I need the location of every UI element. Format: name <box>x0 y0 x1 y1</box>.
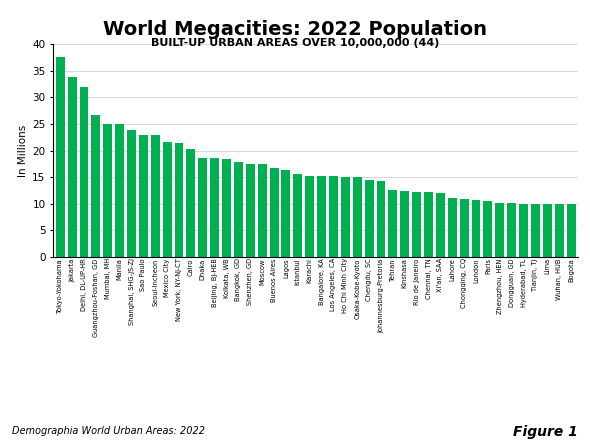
Bar <box>115 124 124 257</box>
Bar <box>400 191 409 257</box>
Bar <box>531 204 540 257</box>
Bar <box>341 177 350 257</box>
Bar <box>305 176 314 257</box>
Text: Demographia World Urban Areas: 2022: Demographia World Urban Areas: 2022 <box>12 426 205 436</box>
Text: Figure 1: Figure 1 <box>513 424 578 439</box>
Bar <box>103 124 112 257</box>
Bar <box>163 142 172 257</box>
Bar <box>566 204 575 257</box>
Bar <box>329 176 338 257</box>
Bar <box>460 199 468 257</box>
Bar <box>127 130 136 257</box>
Bar <box>68 77 77 257</box>
Bar <box>376 182 385 257</box>
Bar <box>80 87 88 257</box>
Text: BUILT-UP URBAN AREAS OVER 10,000,000 (44): BUILT-UP URBAN AREAS OVER 10,000,000 (44… <box>151 38 439 48</box>
Bar <box>234 162 243 257</box>
Bar <box>258 164 267 257</box>
Bar <box>317 176 326 257</box>
Text: World Megacities: 2022 Population: World Megacities: 2022 Population <box>103 20 487 39</box>
Bar <box>198 158 207 257</box>
Bar <box>555 204 563 257</box>
Y-axis label: In Millions: In Millions <box>18 124 28 177</box>
Bar <box>436 193 445 257</box>
Bar <box>388 190 397 257</box>
Bar <box>246 164 255 257</box>
Bar <box>293 174 302 257</box>
Bar <box>139 135 148 257</box>
Bar <box>91 115 100 257</box>
Bar <box>175 143 183 257</box>
Bar <box>507 203 516 257</box>
Bar <box>365 180 373 257</box>
Bar <box>353 177 362 257</box>
Bar <box>222 159 231 257</box>
Bar <box>496 203 504 257</box>
Bar <box>210 158 219 257</box>
Bar <box>56 57 65 257</box>
Bar <box>448 198 457 257</box>
Bar <box>281 170 290 257</box>
Bar <box>519 204 528 257</box>
Bar <box>483 201 493 257</box>
Bar <box>186 149 195 257</box>
Bar <box>151 135 160 257</box>
Bar <box>543 204 552 257</box>
Bar <box>471 200 480 257</box>
Bar <box>412 192 421 257</box>
Bar <box>270 168 278 257</box>
Bar <box>424 192 433 257</box>
